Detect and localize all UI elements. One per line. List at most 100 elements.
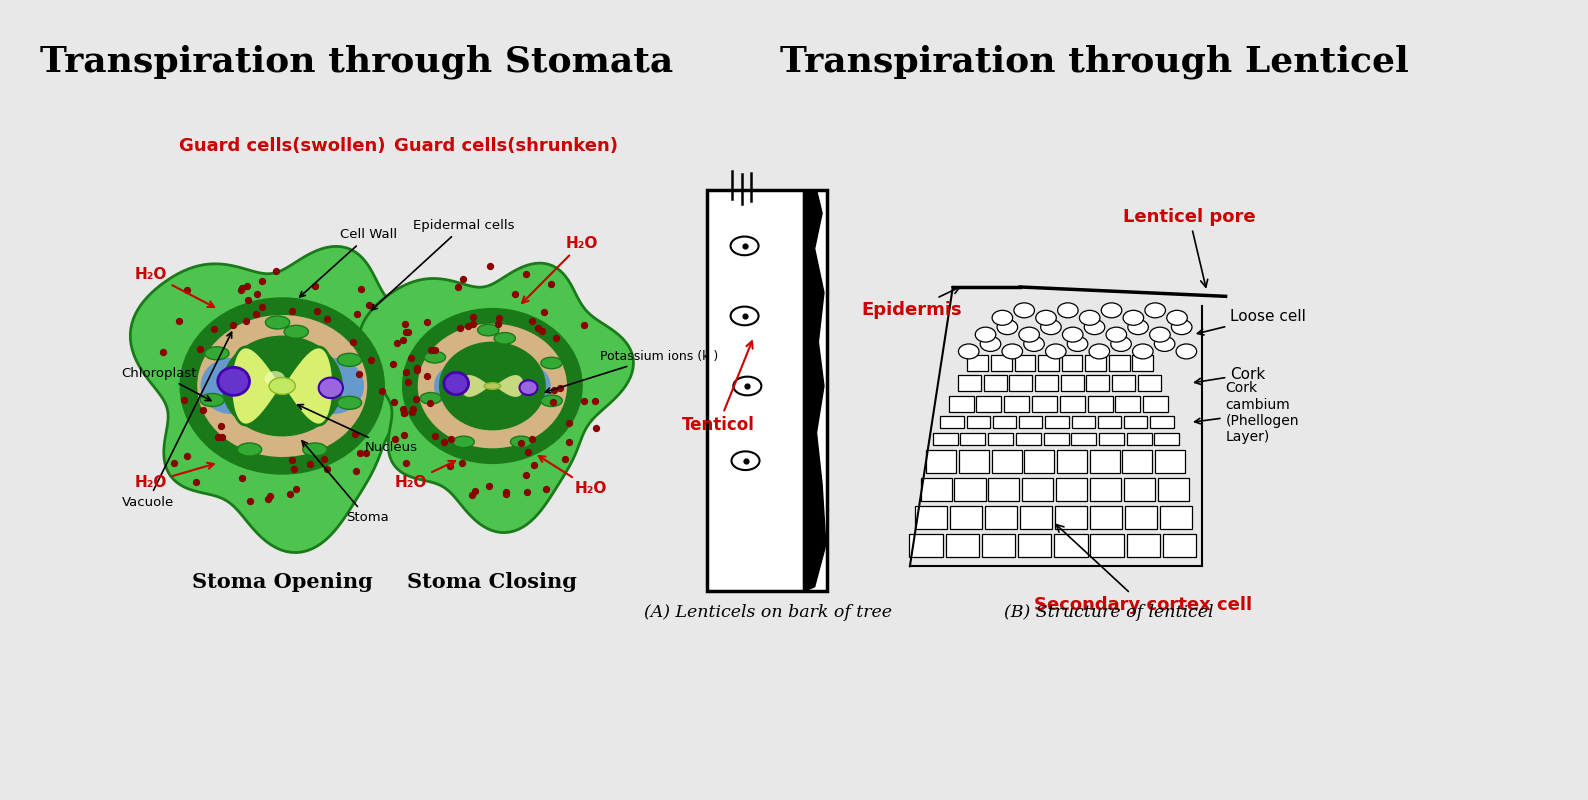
Point (432, 435, 457, 448)
Point (348, 283, 373, 296)
Point (394, 326, 419, 339)
Polygon shape (1024, 450, 1054, 474)
Point (556, 436, 581, 449)
Polygon shape (926, 450, 956, 474)
Point (249, 274, 275, 287)
Ellipse shape (303, 443, 327, 456)
Point (543, 331, 569, 344)
Ellipse shape (1040, 320, 1061, 334)
Ellipse shape (1080, 310, 1100, 326)
Polygon shape (921, 478, 951, 502)
Text: Cork: Cork (1194, 366, 1266, 385)
Point (553, 453, 578, 466)
Point (438, 433, 464, 446)
Point (492, 486, 518, 498)
Point (340, 335, 365, 348)
Point (449, 457, 475, 470)
Point (381, 358, 407, 370)
Ellipse shape (1062, 327, 1083, 342)
Polygon shape (1035, 375, 1058, 391)
Point (515, 486, 540, 498)
Ellipse shape (265, 371, 284, 386)
Point (526, 321, 551, 334)
Text: Epidermal cells: Epidermal cells (372, 219, 515, 310)
Polygon shape (1158, 478, 1189, 502)
Polygon shape (1004, 396, 1029, 412)
Polygon shape (940, 416, 964, 429)
Ellipse shape (992, 310, 1013, 326)
Point (383, 433, 408, 446)
Point (283, 482, 308, 495)
Ellipse shape (484, 382, 500, 390)
Point (476, 480, 502, 493)
Point (392, 318, 418, 330)
Polygon shape (1032, 396, 1058, 412)
Point (515, 469, 540, 482)
Ellipse shape (1105, 327, 1126, 342)
Text: Lenticel pore: Lenticel pore (1123, 207, 1256, 287)
Ellipse shape (179, 298, 384, 474)
Ellipse shape (542, 395, 562, 406)
Point (403, 392, 429, 405)
Point (461, 311, 486, 324)
Polygon shape (359, 263, 634, 533)
Point (345, 307, 370, 320)
Point (208, 431, 233, 444)
Point (422, 430, 448, 442)
Text: Stoma Opening: Stoma Opening (192, 572, 373, 592)
Ellipse shape (453, 436, 475, 448)
Point (392, 456, 418, 469)
Point (735, 379, 761, 392)
Ellipse shape (1177, 344, 1197, 359)
Ellipse shape (1123, 310, 1143, 326)
Point (381, 395, 407, 408)
Polygon shape (1059, 396, 1085, 412)
Point (238, 495, 264, 508)
Ellipse shape (218, 367, 249, 395)
Point (297, 458, 322, 470)
Point (451, 273, 476, 286)
Point (732, 310, 757, 322)
Polygon shape (1124, 416, 1148, 429)
Ellipse shape (478, 324, 499, 336)
Polygon shape (1018, 534, 1051, 558)
Polygon shape (1123, 450, 1153, 474)
Ellipse shape (1150, 327, 1170, 342)
Text: Transpiration through Lenticel: Transpiration through Lenticel (780, 45, 1409, 79)
Text: Potassium ions (k ): Potassium ions (k ) (545, 350, 718, 393)
Polygon shape (230, 347, 333, 425)
Point (486, 318, 511, 330)
Polygon shape (1089, 450, 1120, 474)
Point (249, 301, 275, 314)
Point (448, 322, 473, 334)
Point (542, 383, 567, 396)
Polygon shape (961, 433, 986, 446)
Point (172, 394, 197, 406)
Polygon shape (1137, 375, 1161, 391)
Polygon shape (992, 416, 1016, 429)
Point (400, 406, 426, 418)
Polygon shape (915, 506, 948, 530)
Point (187, 342, 213, 355)
Ellipse shape (445, 373, 468, 394)
Ellipse shape (434, 366, 476, 406)
Point (264, 265, 289, 278)
Point (391, 428, 416, 441)
Ellipse shape (730, 237, 759, 255)
Polygon shape (1126, 506, 1158, 530)
Point (175, 450, 200, 462)
Point (384, 337, 410, 350)
Polygon shape (1054, 506, 1088, 530)
Point (405, 362, 430, 375)
Point (583, 395, 608, 408)
Text: H₂O: H₂O (394, 461, 456, 490)
Text: Epidermis: Epidermis (861, 287, 962, 319)
Polygon shape (1097, 416, 1121, 429)
Polygon shape (1124, 478, 1154, 502)
Polygon shape (1054, 534, 1088, 558)
Point (391, 403, 416, 416)
Ellipse shape (1167, 310, 1188, 326)
Polygon shape (932, 433, 958, 446)
Point (302, 280, 327, 293)
Point (445, 281, 470, 294)
